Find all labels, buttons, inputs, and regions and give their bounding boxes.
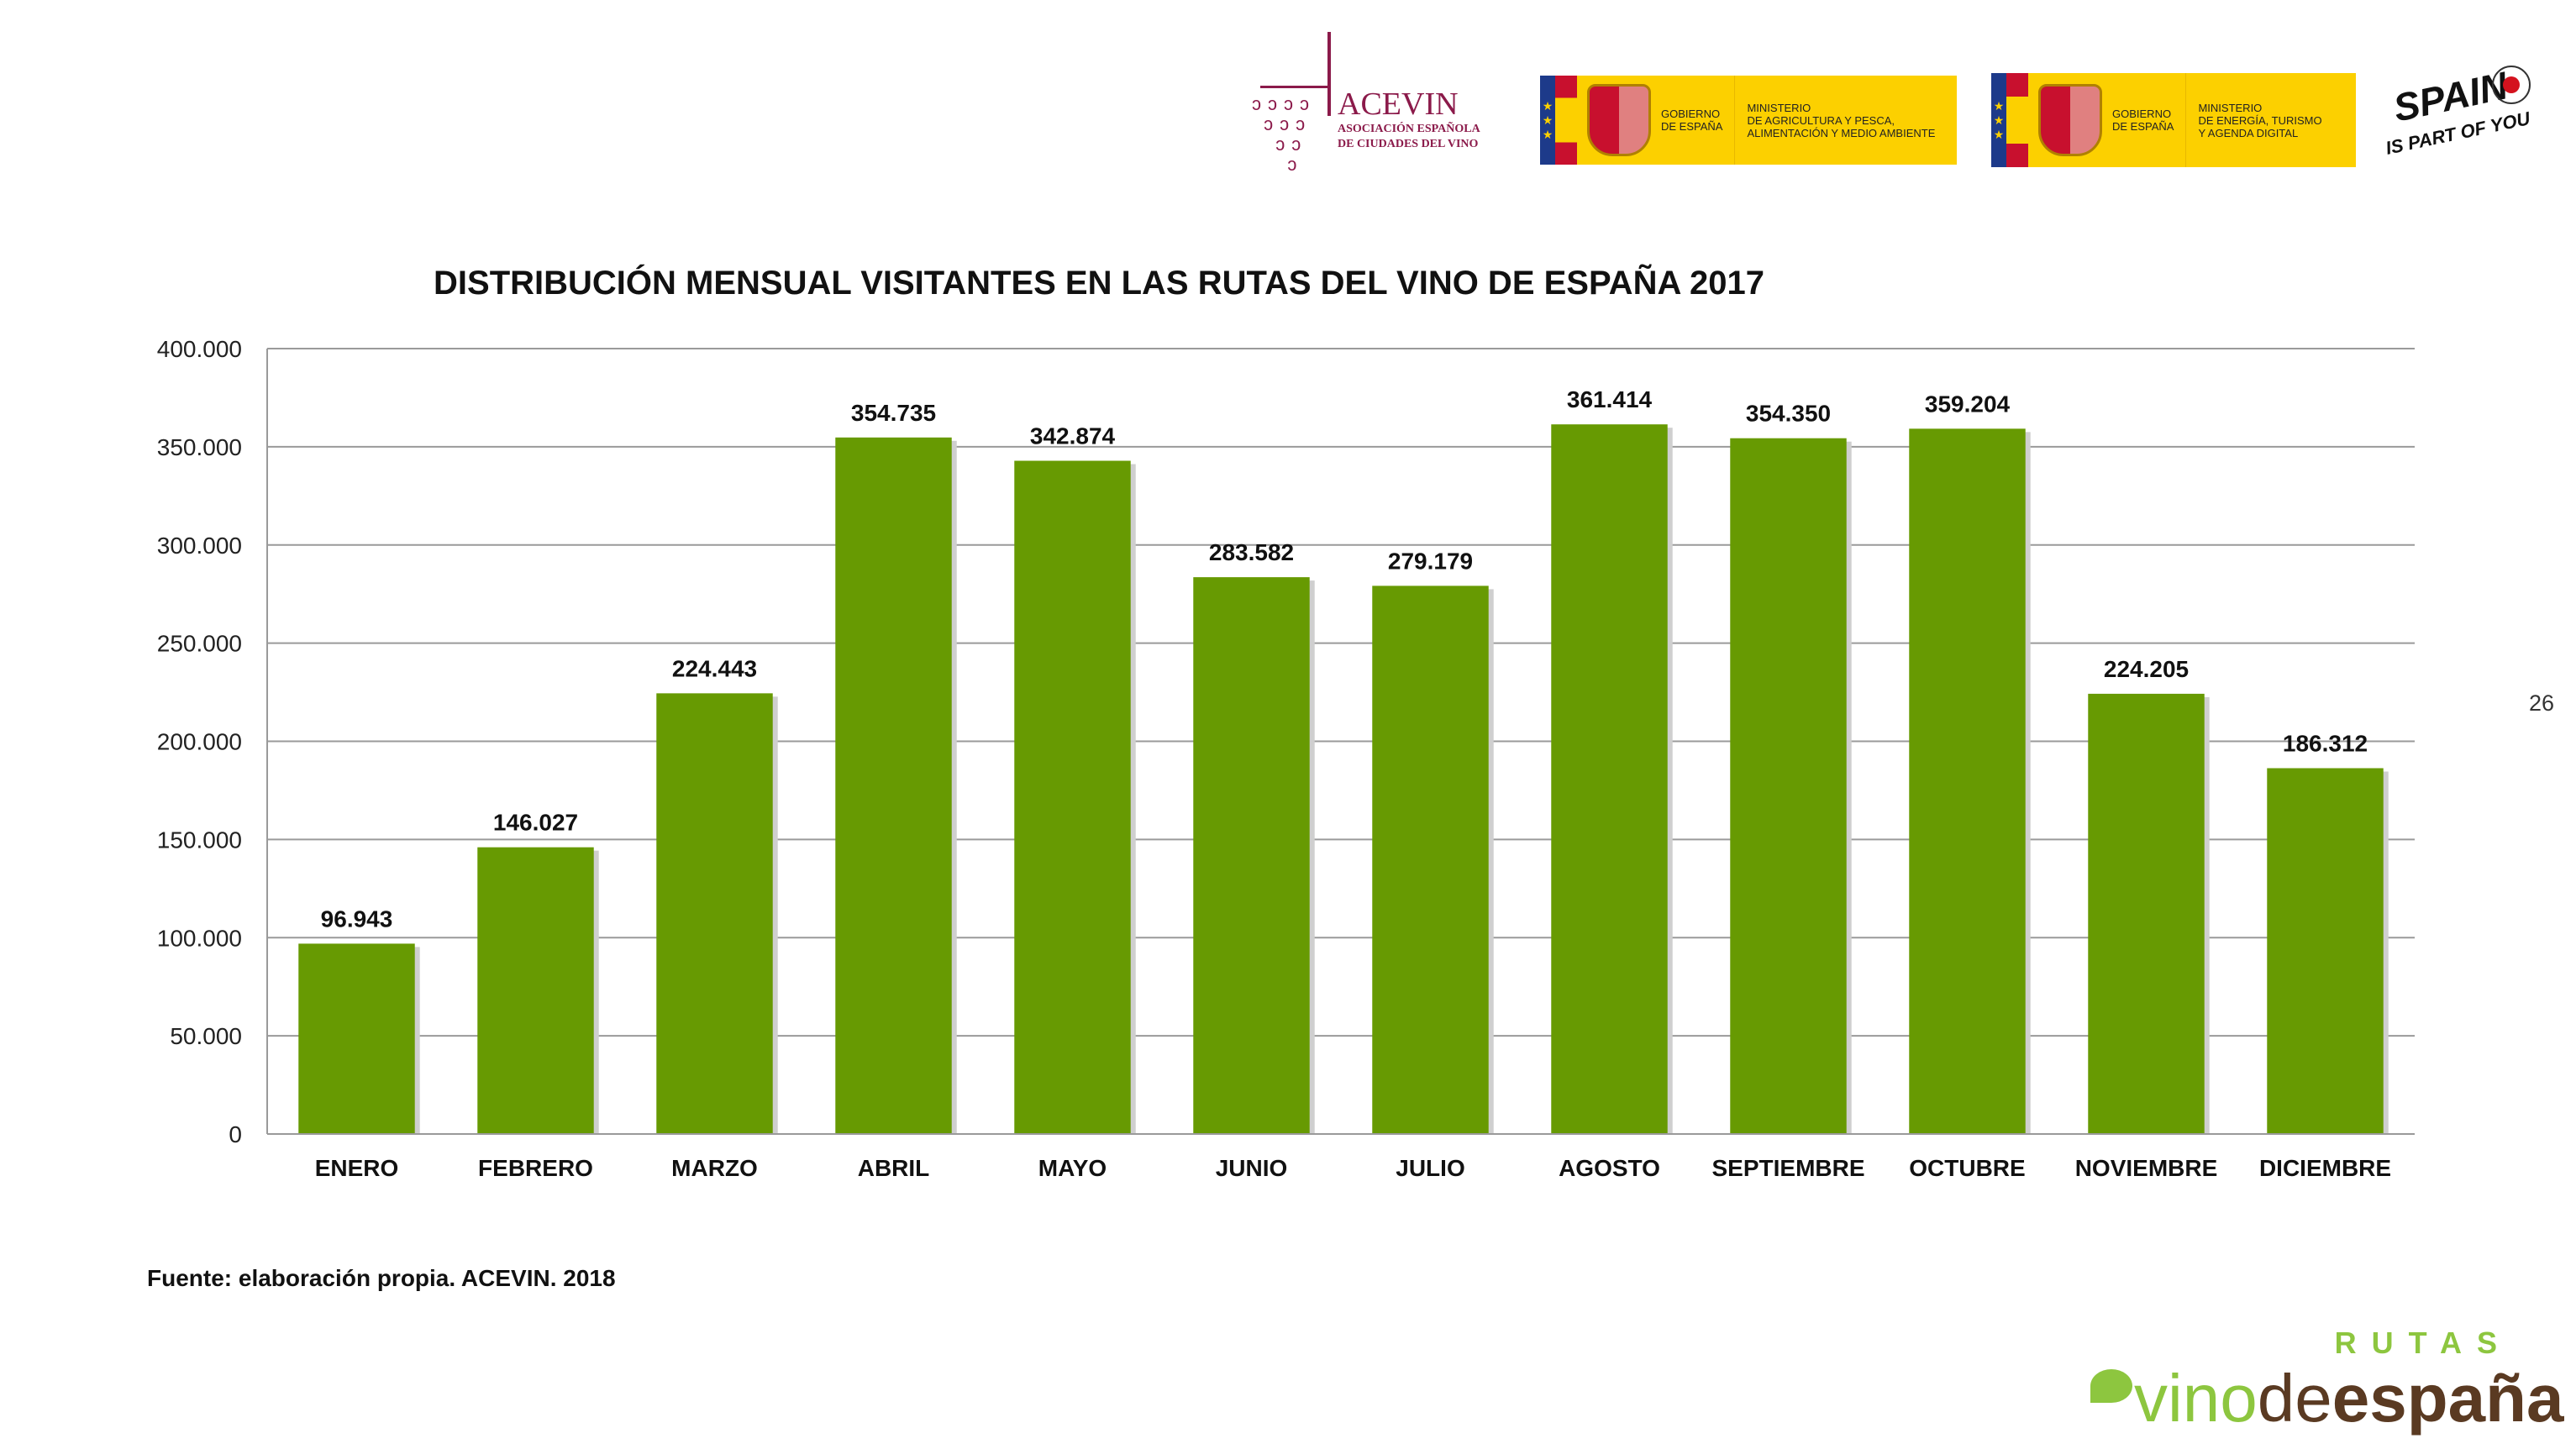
- y-tick-label: 200.000: [157, 729, 242, 755]
- acevin-mark-icon: [1327, 32, 1331, 116]
- gobierno-agricultura-logo: ★ ★ ★ GOBIERNO DE ESPAÑA MINISTERIO DE AGRIC…: [1540, 76, 1957, 165]
- x-tick-label: DICIEMBRE: [2259, 1155, 2391, 1181]
- bar: [1014, 460, 1131, 1134]
- bar: [1909, 428, 2026, 1134]
- bar: [298, 943, 415, 1134]
- data-label: 146.027: [493, 810, 578, 836]
- y-tick-label: 300.000: [157, 533, 242, 559]
- bar: [1730, 438, 1847, 1134]
- eu-spain-flag-icon: ★ ★ ★: [1991, 73, 2028, 167]
- y-tick-label: 0: [229, 1121, 242, 1147]
- y-tick-label: 400.000: [157, 336, 242, 362]
- data-label: 186.312: [2283, 730, 2368, 756]
- data-label: 359.204: [1925, 391, 2011, 417]
- bar: [2267, 768, 2384, 1134]
- x-tick-label: MARZO: [671, 1155, 758, 1181]
- speech-bubble-icon: [2492, 66, 2531, 104]
- bar: [1551, 424, 1668, 1134]
- rutas-vino-espana-logo: RUTAS vinodeespaña: [2084, 1319, 2563, 1445]
- page-number: 26: [2529, 690, 2555, 716]
- y-tick-label: 150.000: [157, 827, 242, 853]
- x-tick-label: SEPTIEMBRE: [1711, 1155, 1864, 1181]
- y-tick-label: 50.000: [170, 1023, 242, 1049]
- coat-of-arms-icon: [2038, 84, 2102, 156]
- x-tick-label: JULIO: [1396, 1155, 1464, 1181]
- x-tick-label: FEBRERO: [478, 1155, 593, 1181]
- data-label: 283.582: [1209, 539, 1294, 565]
- x-tick-label: MAYO: [1038, 1155, 1107, 1181]
- y-tick-label: 250.000: [157, 631, 242, 657]
- data-label: 96.943: [321, 906, 393, 932]
- bar: [1372, 585, 1489, 1134]
- coat-of-arms-icon: [1587, 84, 1651, 156]
- gobierno-energia-logo: ★ ★ ★ GOBIERNO DE ESPAÑA MINISTERIO DE ENERG…: [1991, 73, 2356, 167]
- bar: [1193, 577, 1310, 1134]
- x-tick-label: ABRIL: [858, 1155, 930, 1181]
- bar: [2088, 693, 2205, 1134]
- data-label: 224.443: [672, 655, 757, 681]
- acevin-logo: ɔɔɔɔ ɔɔɔ ɔɔ ɔ ACEVIN ASOCIACIÓN ESPAÑOLA…: [1243, 32, 1496, 183]
- bar: [835, 437, 952, 1134]
- spain-is-part-of-you-logo: SPAIN IS PART OF YOU: [2384, 63, 2532, 159]
- data-label: 354.350: [1746, 401, 1831, 427]
- y-tick-label: 350.000: [157, 434, 242, 460]
- x-tick-label: NOVIEMBRE: [2075, 1155, 2218, 1181]
- x-tick-label: JUNIO: [1216, 1155, 1288, 1181]
- vine-leaf-icon: [2090, 1369, 2132, 1403]
- chart-title: DISTRIBUCIÓN MENSUAL VISITANTES EN LAS R…: [434, 263, 1764, 302]
- bar: [477, 847, 594, 1134]
- x-tick-label: OCTUBRE: [1909, 1155, 2025, 1181]
- eu-spain-flag-icon: ★ ★ ★: [1540, 76, 1577, 165]
- x-tick-label: AGOSTO: [1559, 1155, 1660, 1181]
- data-label: 342.874: [1030, 423, 1116, 449]
- data-label: 279.179: [1388, 548, 1473, 574]
- x-tick-label: ENERO: [315, 1155, 399, 1181]
- source-note: Fuente: elaboración propia. ACEVIN. 2018: [147, 1265, 616, 1291]
- data-label: 361.414: [1567, 386, 1653, 412]
- bar: [656, 693, 773, 1134]
- data-label: 354.735: [851, 400, 936, 426]
- y-tick-label: 100.000: [157, 925, 242, 951]
- data-label: 224.205: [2104, 656, 2189, 682]
